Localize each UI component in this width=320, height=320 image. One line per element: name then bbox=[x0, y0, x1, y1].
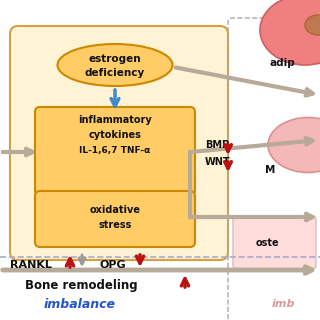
FancyBboxPatch shape bbox=[233, 216, 316, 269]
Text: imb: imb bbox=[271, 299, 295, 309]
Text: deficiency: deficiency bbox=[85, 68, 145, 78]
Ellipse shape bbox=[305, 15, 320, 35]
Ellipse shape bbox=[268, 117, 320, 172]
Text: stress: stress bbox=[98, 220, 132, 230]
Text: oxidative: oxidative bbox=[90, 205, 140, 215]
FancyBboxPatch shape bbox=[35, 191, 195, 247]
Text: RANKL: RANKL bbox=[10, 260, 52, 270]
Text: BMP: BMP bbox=[205, 140, 229, 150]
Text: adip: adip bbox=[270, 58, 296, 68]
Text: IL-1,6,7 TNF-α: IL-1,6,7 TNF-α bbox=[79, 146, 151, 155]
Text: M: M bbox=[265, 165, 276, 175]
Text: WNT: WNT bbox=[205, 157, 231, 167]
Text: estrogen: estrogen bbox=[89, 54, 141, 64]
Text: imbalance: imbalance bbox=[44, 298, 116, 310]
FancyBboxPatch shape bbox=[10, 26, 228, 260]
Ellipse shape bbox=[58, 44, 172, 86]
Text: inflammatory: inflammatory bbox=[78, 115, 152, 125]
FancyBboxPatch shape bbox=[35, 107, 195, 195]
Ellipse shape bbox=[260, 0, 320, 65]
Text: cytokines: cytokines bbox=[89, 130, 141, 140]
Text: OPG: OPG bbox=[100, 260, 127, 270]
Text: oste: oste bbox=[256, 238, 280, 248]
Text: Bone remodeling: Bone remodeling bbox=[25, 278, 138, 292]
